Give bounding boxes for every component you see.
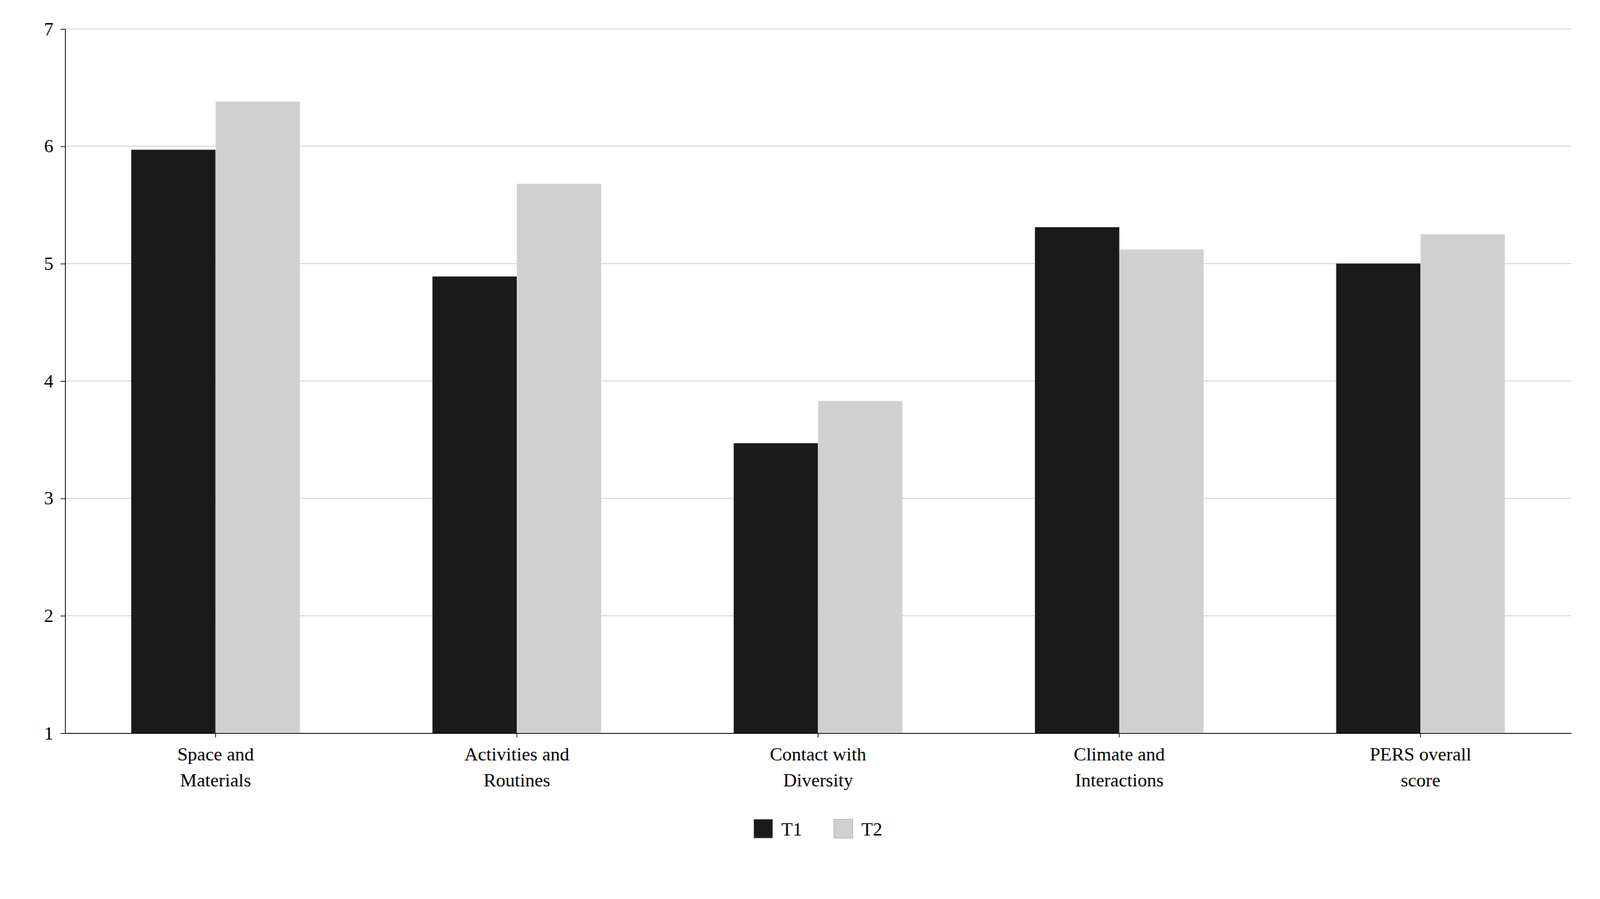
x-tick-label: Activities and Routines [464, 744, 570, 791]
grid-line [64, 28, 1572, 30]
x-tick-label-line: Space and [177, 744, 255, 765]
y-tick-mark [60, 28, 65, 30]
chart-svg: 1 2 3 4 5 6 7 Space and Materials Activities and R… [0, 0, 1600, 899]
legend-label: T1 [781, 819, 803, 841]
x-tick-label-line: Routines [483, 770, 550, 791]
bars [131, 101, 1505, 734]
x-tick-label-line: score [1400, 770, 1441, 791]
y-tick: 2 [44, 605, 65, 627]
bar [818, 401, 903, 734]
y-tick-label: 4 [44, 370, 54, 392]
x-tick-mark [817, 733, 819, 738]
chart-container: 1 2 3 4 5 6 7 Space and Materials Activities and R… [0, 0, 1600, 899]
bar [733, 443, 819, 734]
x-tick-mark [1420, 733, 1422, 738]
y-tick: 6 [44, 135, 65, 157]
x-tick: Space and Materials [177, 733, 255, 791]
plot: 1 2 3 4 5 6 7 Space and Materials Activities and R… [44, 18, 1572, 851]
legend-item: T1 [754, 819, 803, 841]
y-tick-mark [60, 615, 65, 617]
y-tick-mark [60, 381, 65, 382]
y-tick-label: 2 [44, 605, 54, 627]
bar-series [215, 101, 1505, 734]
y-tick-label: 7 [44, 18, 54, 40]
y-tick: 7 [44, 18, 65, 40]
x-tick-label-line: Climate and [1073, 744, 1165, 765]
legend-item: T2 [834, 819, 883, 841]
y-axis: 1 2 3 4 5 6 7 [44, 18, 66, 745]
y-tick-mark [60, 498, 65, 500]
x-tick-mark [1118, 733, 1120, 738]
x-axis: Space and Materials Activities and Routines… [65, 733, 1572, 791]
x-tick-label: PERS overall score [1369, 744, 1472, 791]
y-tick-label: 6 [44, 135, 54, 157]
x-tick-label-line: Materials [180, 770, 252, 791]
bar [131, 150, 216, 734]
x-tick: Climate and Interactions [1073, 733, 1165, 791]
y-tick-mark [60, 733, 65, 734]
y-tick-mark [60, 263, 65, 265]
y-tick-label: 5 [44, 253, 54, 275]
x-tick-label-line: Contact with [770, 744, 867, 765]
bar [1335, 263, 1421, 734]
bar-series [131, 150, 1421, 734]
x-tick: Activities and Routines [464, 733, 570, 791]
background [0, 0, 1600, 899]
x-tick-label: Contact with Diversity [770, 744, 867, 791]
x-tick-mark [215, 733, 216, 738]
legend: T1 T2 [754, 819, 883, 841]
x-tick-label: Climate and Interactions [1073, 744, 1165, 791]
x-tick-label-line: Activities and [464, 744, 570, 765]
x-tick-label-line: PERS overall [1369, 744, 1472, 765]
x-tick-label: Space and Materials [177, 744, 255, 791]
bar [1034, 227, 1120, 734]
legend-label: T2 [861, 819, 883, 841]
y-tick-label: 3 [44, 487, 54, 509]
x-tick: Contact with Diversity [770, 733, 867, 791]
y-tick: 3 [44, 487, 65, 509]
x-tick-label-line: Interactions [1075, 770, 1165, 791]
y-axis-line [60, 29, 66, 734]
bar [215, 101, 301, 734]
x-tick: PERS overall score [1369, 733, 1472, 791]
legend-swatch [754, 819, 773, 839]
y-tick: 1 [44, 723, 65, 745]
bar [432, 276, 517, 734]
y-tick-mark [60, 146, 65, 148]
y-tick: 5 [44, 253, 65, 275]
bar [516, 184, 602, 734]
y-tick-label: 1 [44, 723, 54, 745]
bar [1420, 234, 1505, 734]
bar [1119, 249, 1204, 734]
y-tick: 4 [44, 370, 65, 392]
x-tick-label-line: Diversity [783, 770, 854, 791]
legend-swatch [834, 819, 854, 839]
x-tick-mark [516, 733, 518, 738]
